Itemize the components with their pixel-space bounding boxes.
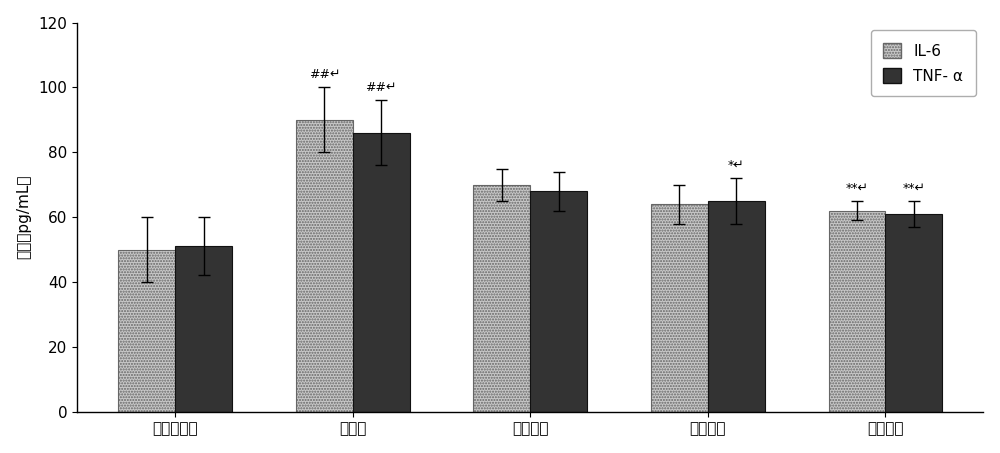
Bar [296,120,353,412]
Y-axis label: 浓度（pg/mL）: 浓度（pg/mL） [17,175,32,260]
Bar [829,211,885,412]
Bar [530,191,587,412]
Text: **↵: **↵ [902,182,925,194]
Text: ##↵: ##↵ [309,68,340,81]
Bar [353,133,410,412]
Bar [651,204,708,412]
Bar [473,185,530,412]
Legend: IL-6, TNF- α: IL-6, TNF- α [871,30,976,96]
Bar [885,214,942,412]
Bar [708,201,765,412]
Bar [118,250,175,412]
Text: ##↵: ##↵ [365,81,397,94]
Text: **↵: **↵ [845,182,868,194]
Bar [175,246,232,412]
Text: *↵: *↵ [728,159,745,172]
